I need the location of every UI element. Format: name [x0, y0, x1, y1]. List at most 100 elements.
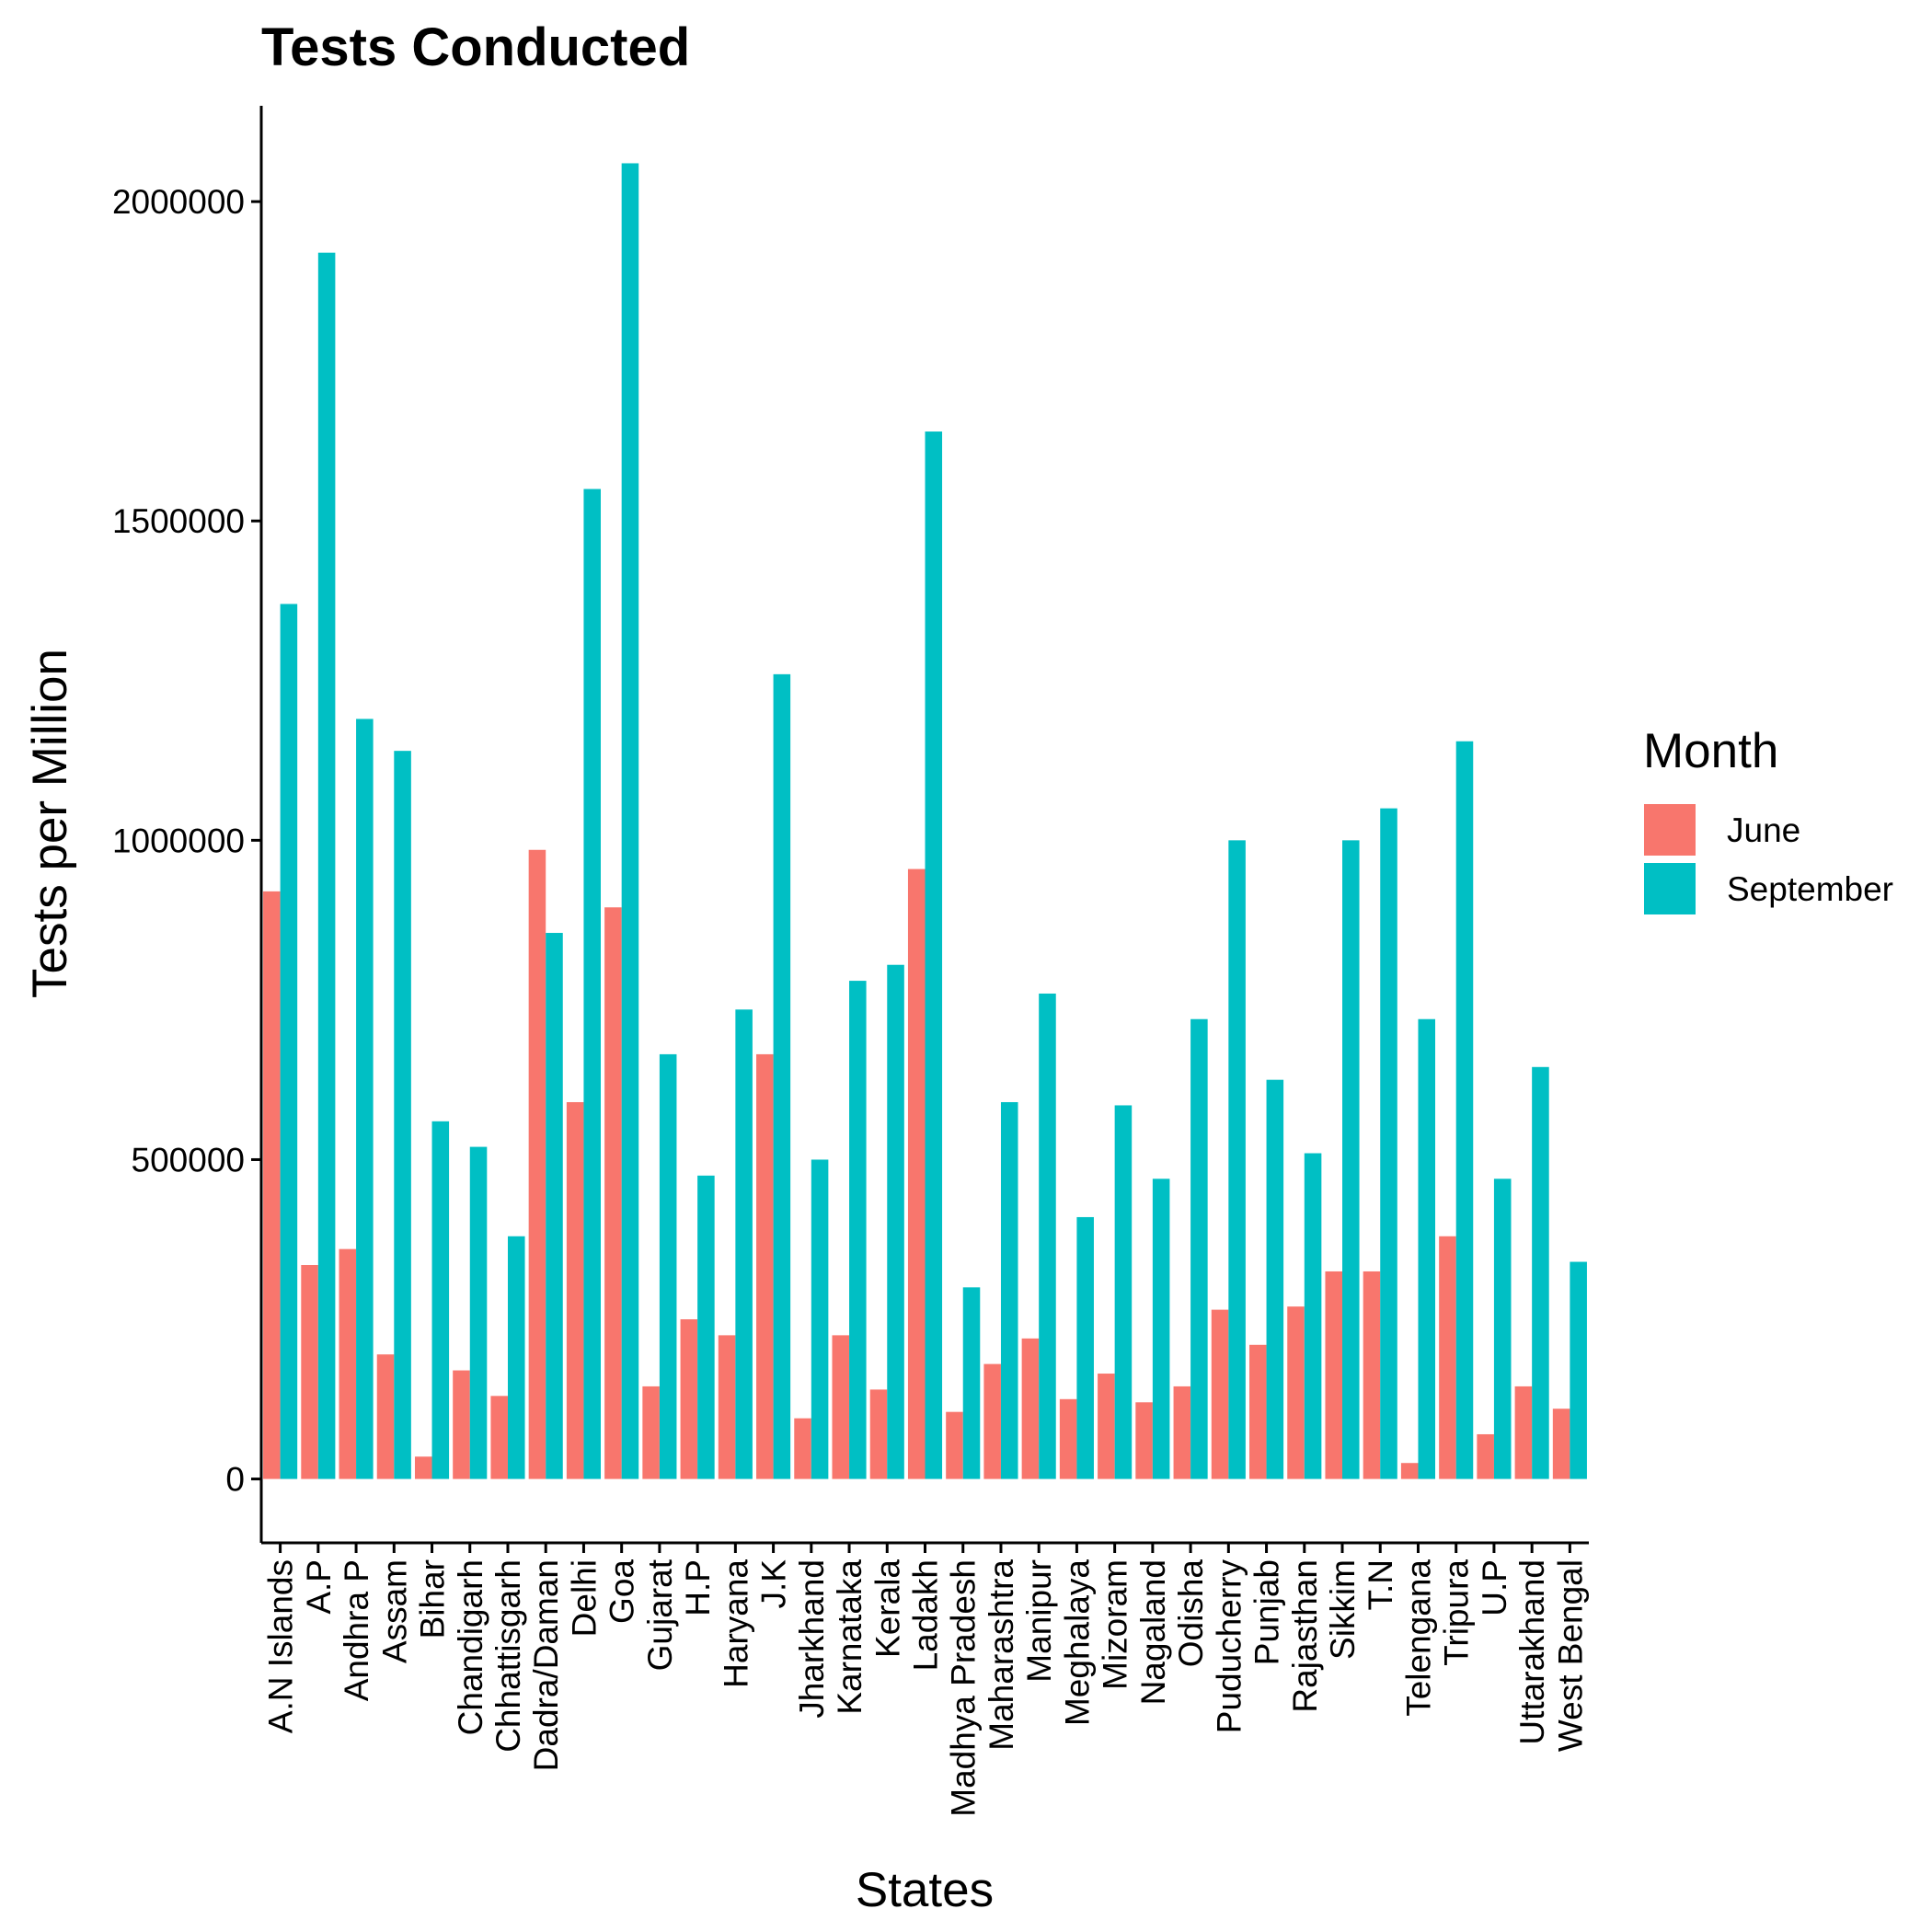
bar-june-sikkim	[1325, 1271, 1343, 1479]
bar-june-telengana	[1400, 1463, 1419, 1479]
x-tick-label-punjab: Punjab	[1248, 1559, 1286, 1665]
x-axis-title: States	[856, 1863, 994, 1917]
bar-september-dadra-daman	[546, 933, 563, 1479]
legend-label-september: September	[1727, 870, 1893, 908]
bar-june-u-p	[1477, 1433, 1494, 1479]
x-tick-label-a-p: A.P	[300, 1559, 338, 1615]
bar-september-punjab	[1266, 1079, 1284, 1479]
x-tick-label-nagaland: Nagaland	[1134, 1559, 1172, 1705]
y-tick-label-2000000: 2000000	[112, 183, 245, 221]
bar-september-chhattisgarh	[507, 1236, 525, 1479]
bar-september-tripura	[1455, 741, 1474, 1479]
bar-september-maharashtra	[1000, 1101, 1018, 1479]
x-tick-label-chandigarh: Chandigarh	[452, 1559, 489, 1735]
bar-september-j-k	[773, 673, 791, 1479]
bar-june-haryana	[718, 1335, 736, 1479]
x-tick-label-chhattisgarh: Chhattisgarh	[489, 1559, 527, 1753]
bar-september-u-p	[1493, 1179, 1512, 1479]
bar-september-rajasthan	[1304, 1153, 1322, 1479]
x-tick-label-puducherry: Puducherry	[1210, 1559, 1248, 1734]
bar-june-andhra-p	[339, 1248, 357, 1479]
x-tick-label-andhra-p: Andhra P	[338, 1559, 375, 1701]
bar-june-mizoram	[1098, 1374, 1115, 1479]
bar-september-andhra-p	[356, 719, 374, 1479]
bar-september-gujarat	[659, 1053, 677, 1479]
x-tick-label-jharkhand: Jharkhand	[793, 1559, 831, 1719]
bar-june-assam	[376, 1354, 395, 1479]
x-tick-label-madhya-pradesh: Madhya Pradesh	[945, 1559, 983, 1817]
legend-label-june: June	[1727, 811, 1800, 849]
bar-september-a-p	[317, 252, 336, 1479]
x-tick-label-goa: Goa	[604, 1559, 641, 1624]
x-tick-label-manipur: Manipur	[1020, 1559, 1058, 1683]
bar-june-manipur	[1021, 1338, 1040, 1479]
x-tick-label-meghalaya: Meghalaya	[1058, 1559, 1096, 1726]
bar-june-meghalaya	[1059, 1398, 1077, 1479]
bar-june-rajasthan	[1287, 1306, 1305, 1479]
bar-september-puducherry	[1228, 840, 1246, 1479]
x-tick-label-assam: Assam	[375, 1559, 413, 1663]
bar-june-h-p	[680, 1319, 698, 1479]
x-tick-label-telengana: Telengana	[1399, 1559, 1437, 1717]
bar-september-chandigarh	[469, 1146, 488, 1479]
x-tick-label-u-p: U.P	[1476, 1559, 1513, 1616]
bar-june-dadra-daman	[528, 849, 546, 1479]
x-tick-label-a-n-islands: A.N Islands	[262, 1559, 300, 1733]
y-tick-label-500000: 500000	[132, 1141, 245, 1179]
bar-september-odisha	[1190, 1018, 1208, 1479]
bar-june-bihar	[414, 1456, 432, 1479]
x-tick-label-tripura: Tripura	[1438, 1559, 1476, 1666]
bar-september-haryana	[735, 1009, 753, 1479]
bar-june-uttarakhand	[1514, 1386, 1533, 1479]
bar-september-telengana	[1418, 1018, 1436, 1479]
y-axis-ticks: 0 500000 1000000 1500000 2000000	[112, 183, 261, 1499]
bar-june-odisha	[1173, 1386, 1191, 1479]
bar-june-west-bengal	[1552, 1409, 1570, 1479]
x-tick-label-rajasthan: Rajasthan	[1286, 1559, 1324, 1713]
y-tick-label-1500000: 1500000	[112, 502, 245, 540]
x-tick-label-ladakh: Ladakh	[907, 1559, 945, 1671]
x-tick-label-mizoram: Mizoram	[1097, 1559, 1134, 1690]
bar-september-nagaland	[1152, 1179, 1170, 1479]
x-tick-label-kerala: Kerala	[868, 1559, 906, 1658]
x-tick-label-delhi: Delhi	[565, 1559, 603, 1637]
bar-september-sikkim	[1342, 840, 1360, 1479]
bar-september-bihar	[431, 1121, 450, 1479]
bar-june-maharashtra	[983, 1363, 1001, 1479]
bar-september-madhya-pradesh	[962, 1287, 981, 1479]
bar-september-assam	[394, 751, 411, 1479]
bar-september-uttarakhand	[1532, 1066, 1549, 1479]
x-tick-label-uttarakhand: Uttarakhand	[1513, 1559, 1551, 1745]
bar-june-t-n	[1363, 1271, 1381, 1479]
x-tick-label-h-p: H.P	[679, 1559, 717, 1616]
x-tick-label-j-k: J.K	[755, 1559, 793, 1609]
bar-september-jharkhand	[811, 1159, 829, 1479]
chart-title: Tests Conducted	[261, 17, 690, 77]
bar-september-kerala	[887, 964, 904, 1479]
bar-september-west-bengal	[1570, 1261, 1587, 1479]
x-tick-label-maharashtra: Maharashtra	[983, 1559, 1020, 1751]
bar-june-delhi	[566, 1101, 584, 1479]
x-tick-label-odisha: Odisha	[1172, 1559, 1210, 1668]
bar-september-meghalaya	[1076, 1216, 1094, 1479]
y-tick-label-1000000: 1000000	[112, 822, 245, 859]
bar-june-kerala	[869, 1389, 888, 1479]
bar-june-goa	[604, 907, 622, 1479]
bar-june-a-p	[301, 1265, 318, 1479]
x-tick-label-dadra-daman: Dadra/Daman	[527, 1559, 565, 1771]
bar-september-karnataka	[849, 981, 867, 1479]
x-tick-label-t-n: T.N	[1362, 1559, 1399, 1611]
bar-september-ladakh	[925, 431, 943, 1479]
bar-september-h-p	[697, 1175, 715, 1479]
x-axis-ticks: A.N Islands A.P Andhra P Assam Bihar Chandiga…	[262, 1543, 1589, 1817]
bars-group	[263, 163, 1587, 1479]
legend: Month June September	[1642, 724, 1893, 916]
x-tick-label-sikkim: Sikkim	[1324, 1559, 1362, 1660]
bar-june-nagaland	[1135, 1402, 1153, 1479]
bar-september-a-n-islands	[280, 604, 298, 1479]
x-tick-label-karnataka: Karnataka	[831, 1559, 868, 1715]
x-tick-label-west-bengal: West Bengal	[1551, 1559, 1589, 1752]
bar-september-t-n	[1380, 808, 1397, 1479]
bar-june-jharkhand	[794, 1418, 811, 1479]
